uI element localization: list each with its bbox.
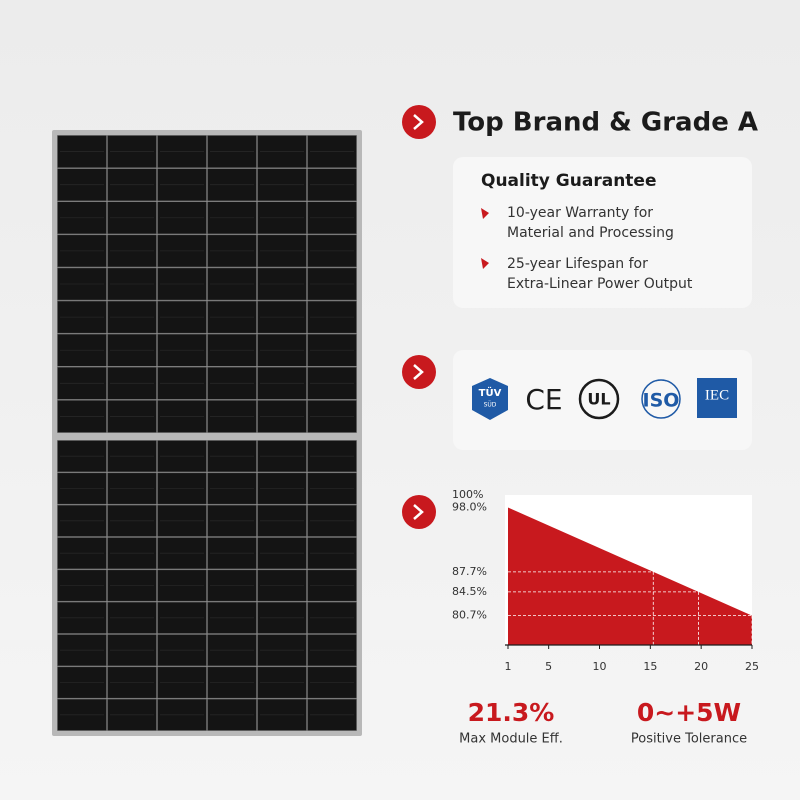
y-tick-label: 98.0% — [452, 501, 487, 514]
main-title: Top Brand & Grade A — [453, 108, 758, 138]
x-tick-label: 5 — [545, 660, 552, 673]
x-tick-label: 10 — [593, 660, 607, 673]
bullet — [481, 258, 489, 269]
bullet-text: 10-year Warranty for — [507, 205, 653, 221]
tuv-logo: TÜV SÜD — [472, 378, 508, 420]
chevron-icon — [402, 355, 436, 389]
stat-label: Max Module Eff. — [459, 732, 563, 747]
x-tick-label: 20 — [694, 660, 708, 673]
degradation-chart: 100%98.0%87.7%84.5%80.7%1 5 10 15 20 25 — [452, 488, 759, 673]
logo-text: ISO — [643, 390, 680, 412]
logo-text: SÜD — [484, 402, 497, 409]
card — [453, 157, 752, 308]
y-tick-label: 87.7% — [452, 565, 487, 578]
ul-logo: UL — [578, 378, 620, 420]
y-tick-label: 84.5% — [452, 585, 487, 598]
x-tick-label: 15 — [643, 660, 657, 673]
stat-label: Positive Tolerance — [631, 732, 747, 747]
card — [453, 350, 752, 450]
stat-value: 0~+5W — [637, 698, 741, 727]
logo-text: TÜV — [479, 385, 502, 399]
logo-text: UL — [587, 390, 610, 409]
area — [508, 507, 752, 645]
y-tick-label: 80.7% — [452, 609, 487, 622]
ce-logo: CE — [525, 383, 562, 416]
iso-logo: ISO — [641, 379, 681, 419]
bullet — [481, 208, 489, 219]
chevron-icon — [402, 495, 436, 529]
bullet-text: 25-year Lifespan for — [507, 256, 648, 272]
bullet-text: Extra-Linear Power Output — [507, 276, 693, 292]
logo-text: IEC — [705, 387, 729, 403]
x-tick-label: 25 — [745, 660, 759, 673]
iec-logo: IEC — [697, 378, 737, 418]
card-title: Quality Guarantee — [481, 171, 656, 191]
bullet-text: Material and Processing — [507, 225, 674, 241]
y-tick-label: 100% — [452, 488, 483, 501]
stat-value: 21.3% — [468, 698, 555, 727]
chevron-icon — [402, 105, 436, 139]
solar-panel — [52, 130, 362, 736]
x-tick-label: 1 — [505, 660, 512, 673]
